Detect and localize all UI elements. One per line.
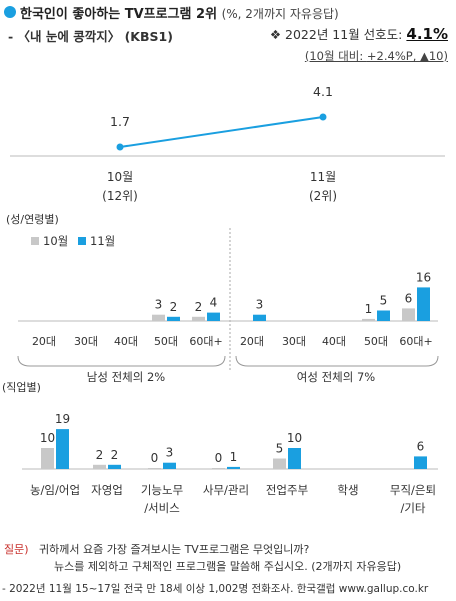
bar-value-label: 2 <box>195 300 203 314</box>
bar-nov <box>163 462 176 469</box>
trend-point-label: 4.1 <box>313 84 333 99</box>
bar-oct <box>93 464 106 469</box>
age-group-label: 40대 <box>114 335 138 348</box>
question-line-2: 뉴스를 제외하고 구체적인 프로그램을 말씀해 주십시오. (2개까지 자유응답… <box>54 560 402 573</box>
bar-nov <box>207 312 220 321</box>
bar-nov <box>167 316 180 321</box>
age-group-label: 30대 <box>282 335 306 348</box>
trend-point-label: 1.7 <box>110 114 130 129</box>
legend-swatch-nov <box>78 237 86 245</box>
question-label: 질문) <box>4 543 29 556</box>
bar-oct <box>152 314 165 321</box>
title-bullet-icon <box>4 6 16 18</box>
trend-line <box>119 116 324 148</box>
section-label-occupation: (직업별) <box>2 381 41 394</box>
age-group-label: 50대 <box>154 335 178 348</box>
change-vs-previous: (10월 대비: +2.4%P, ▲10) <box>305 48 448 64</box>
bar-value-label: 3 <box>256 298 264 312</box>
trend-point <box>116 143 124 151</box>
change-suffix: ) <box>443 49 449 63</box>
bar-value-label: 5 <box>380 294 388 308</box>
occupation-label: 기능노무 <box>141 483 183 497</box>
bar-value-label: 3 <box>155 298 163 312</box>
occupation-label: 농/임/어업 <box>30 483 80 497</box>
page-title: 한국인이 좋아하는 TV프로그램 2위 (%, 2개까지 자유응답) <box>20 3 339 22</box>
bar-value-label: 0 <box>215 451 223 465</box>
occupation-label: 자영업 <box>91 483 123 497</box>
bar-nov <box>108 464 121 469</box>
title-unit-note: (%, 2개까지 자유응답) <box>221 7 339 21</box>
bar-value-label: 16 <box>416 270 431 284</box>
bar-oct <box>192 316 205 321</box>
preference-label: 2022년 11월 선호도: <box>285 27 403 42</box>
age-group-label: 60대+ <box>399 335 432 348</box>
occupation-label: 사무/관리 <box>203 483 249 497</box>
female-bracket <box>235 355 439 367</box>
month-label: 10월 <box>107 170 133 184</box>
change-value: +2.4%P, ▲10 <box>366 49 444 63</box>
occupation-label: /기타 <box>400 501 425 515</box>
occupation-label: /서비스 <box>144 501 180 515</box>
bar-value-label: 10 <box>287 431 302 445</box>
bar-nov <box>377 310 390 321</box>
occupation-label: 학생 <box>337 483 358 497</box>
bar-value-label: 3 <box>166 446 174 460</box>
bar-value-label: 2 <box>111 448 119 462</box>
bar-value-label: 5 <box>276 442 284 456</box>
bar-nov <box>417 287 430 321</box>
bar-oct <box>402 308 415 321</box>
bar-value-label: 10 <box>40 431 55 445</box>
bar-nov <box>288 448 301 469</box>
age-group-label: 60대+ <box>189 335 222 348</box>
bar-value-label: 6 <box>405 291 413 305</box>
age-group-label: 30대 <box>74 335 98 348</box>
bar-value-label: 6 <box>417 439 425 453</box>
month-rank-label: (2위) <box>309 189 337 203</box>
program-subtitle: - 〈내 눈에 콩깍지〉 (KBS1) <box>8 29 173 44</box>
occupation-label: 무직/은퇴 <box>390 483 436 497</box>
bar-value-label: 1 <box>365 302 373 316</box>
male-bracket <box>17 355 226 367</box>
month-label: 11월 <box>310 170 336 184</box>
question-line-1: 귀하께서 요즘 가장 즐겨보시는 TV프로그램은 무엇입니까? <box>39 543 310 556</box>
occupation-label: 전업주부 <box>266 483 308 497</box>
legend-label-nov: 11월 <box>90 234 115 248</box>
bar-nov <box>414 456 427 469</box>
bar-value-label: 0 <box>151 451 159 465</box>
survey-source: - 2022년 11월 15~17일 전국 만 18세 이상 1,002명 전화… <box>2 583 429 595</box>
bar-nov <box>227 466 240 469</box>
bar-value-label: 2 <box>170 300 178 314</box>
preference-value: 4.1% <box>406 25 448 43</box>
bar-oct <box>148 468 161 469</box>
change-prefix: (10월 대비: <box>304 49 367 63</box>
legend-swatch-oct <box>31 237 39 245</box>
month-rank-label: (12위) <box>102 189 138 203</box>
preference-summary: ❖ 2022년 11월 선호도: 4.1% <box>270 24 448 43</box>
bar-oct <box>362 318 375 321</box>
legend-label-oct: 10월 <box>43 234 68 248</box>
bar-value-label: 4 <box>210 296 218 310</box>
bar-value-label: 2 <box>96 448 104 462</box>
diamond-bullet-icon: ❖ <box>269 27 282 42</box>
title-text: 한국인이 좋아하는 TV프로그램 2위 <box>20 7 218 22</box>
age-group-label: 40대 <box>322 335 346 348</box>
female-group-label: 여성 전체의 7% <box>297 370 376 384</box>
age-group-label: 20대 <box>32 335 56 348</box>
bar-oct <box>212 468 225 469</box>
bar-oct <box>273 458 286 469</box>
bar-nov <box>56 429 69 469</box>
age-group-label: 50대 <box>364 335 388 348</box>
male-group-label: 남성 전체의 2% <box>87 370 166 384</box>
bar-value-label: 1 <box>230 450 238 464</box>
bar-oct <box>41 448 54 469</box>
survey-question: 질문) 귀하께서 요즘 가장 즐겨보시는 TV프로그램은 무엇입니까? 뉴스를 … <box>4 541 401 575</box>
bar-nov <box>253 314 266 321</box>
bar-value-label: 19 <box>55 412 70 426</box>
trend-point <box>319 113 327 121</box>
age-group-label: 20대 <box>240 335 264 348</box>
section-label-gender-age: (성/연령별) <box>6 213 59 226</box>
